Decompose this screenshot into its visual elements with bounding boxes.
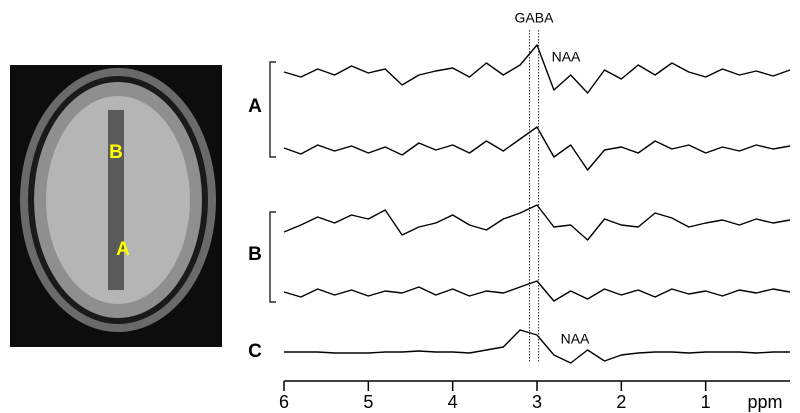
x-tick-label: 1 [701, 392, 711, 412]
spectrum-trace [283, 280, 791, 302]
x-tick-label: 4 [448, 392, 458, 412]
group-label: B [248, 244, 262, 265]
spectrum-trace [283, 44, 791, 94]
group-label: C [248, 341, 262, 362]
image-label: A [116, 239, 130, 260]
image-label: B [109, 142, 123, 163]
annotation: NAA [561, 331, 590, 347]
spectrum-trace [283, 126, 791, 171]
annotation: GABA [515, 10, 555, 26]
group-label: A [248, 96, 262, 117]
spectrum-trace [283, 204, 791, 241]
x-axis-label: ppm [747, 392, 782, 412]
x-tick-label: 6 [279, 392, 289, 412]
brackets [269, 61, 276, 303]
x-tick-label: 5 [363, 392, 373, 412]
midline [108, 110, 124, 290]
bracket [269, 61, 276, 158]
annotation: NAA [552, 49, 581, 65]
x-tick-label: 3 [532, 392, 542, 412]
mri-image: B A [10, 65, 222, 347]
spectrum-trace [284, 329, 790, 364]
x-tick-label: 2 [616, 392, 626, 412]
bracket [269, 211, 276, 303]
